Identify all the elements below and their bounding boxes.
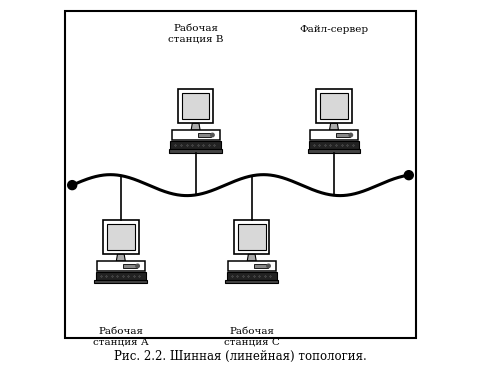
Circle shape xyxy=(404,171,412,180)
Text: Рис. 2.2. Шинная (линейная) топология.: Рис. 2.2. Шинная (линейная) топология. xyxy=(114,350,366,362)
Bar xyxy=(96,261,144,271)
Bar xyxy=(96,272,146,280)
Bar xyxy=(320,94,347,119)
Text: Рабочая
станция А: Рабочая станция А xyxy=(93,327,148,346)
Bar xyxy=(178,89,213,123)
Text: Рабочая
станция С: Рабочая станция С xyxy=(223,327,279,346)
Circle shape xyxy=(210,133,214,137)
Bar xyxy=(233,220,269,254)
Bar xyxy=(170,141,220,149)
Bar xyxy=(198,133,211,137)
Polygon shape xyxy=(247,254,256,261)
Bar xyxy=(123,264,136,268)
Circle shape xyxy=(266,264,270,268)
Polygon shape xyxy=(329,123,338,130)
Text: Рабочая
станция B: Рабочая станция B xyxy=(168,24,223,43)
Bar xyxy=(238,224,265,250)
Bar xyxy=(336,133,349,137)
Polygon shape xyxy=(116,254,125,261)
Bar xyxy=(315,89,351,123)
Bar xyxy=(103,220,138,254)
Bar xyxy=(65,11,415,338)
Circle shape xyxy=(68,181,76,190)
Bar xyxy=(169,149,222,153)
Bar xyxy=(307,149,360,153)
Bar xyxy=(253,264,267,268)
Circle shape xyxy=(348,133,352,137)
Bar xyxy=(226,272,276,280)
Bar xyxy=(227,261,275,271)
Bar xyxy=(225,280,277,283)
Bar xyxy=(107,224,134,250)
Circle shape xyxy=(135,264,139,268)
Bar xyxy=(308,141,359,149)
Bar xyxy=(171,130,219,140)
Bar xyxy=(181,94,209,119)
Text: Файл-сервер: Файл-сервер xyxy=(299,25,368,34)
Polygon shape xyxy=(191,123,200,130)
Bar xyxy=(94,280,147,283)
Bar xyxy=(310,130,357,140)
